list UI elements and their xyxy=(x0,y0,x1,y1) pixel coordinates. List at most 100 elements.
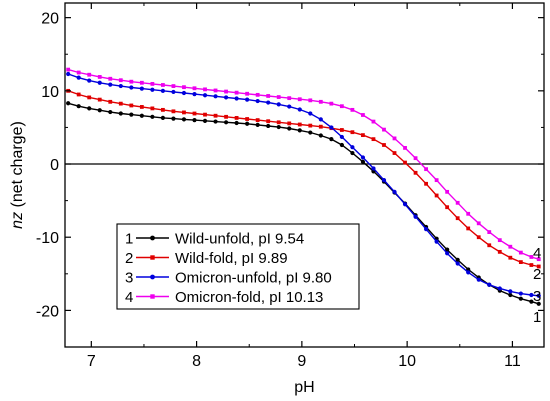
series-2-point xyxy=(403,160,407,165)
series-4-point xyxy=(413,156,418,161)
series-1-point xyxy=(129,112,134,117)
series-3-end-label: 3 xyxy=(533,288,541,305)
series-2-point xyxy=(371,137,376,142)
series-3-point xyxy=(487,282,492,287)
series-1-point xyxy=(360,159,366,164)
series-1-point xyxy=(297,128,302,133)
series-4-point xyxy=(66,67,71,72)
series-2-point xyxy=(497,249,502,254)
series-4-point xyxy=(536,257,541,262)
series-1-point xyxy=(529,299,534,304)
series-3-point xyxy=(434,239,439,244)
series-4-point xyxy=(297,97,302,102)
series-1-point xyxy=(150,114,155,119)
series-3-point xyxy=(255,98,260,104)
series-4-point xyxy=(108,76,113,81)
series-2 xyxy=(66,88,541,269)
series-1-point xyxy=(171,116,176,121)
series-2-point xyxy=(276,120,281,125)
series-3-point xyxy=(245,97,250,102)
series-1-point xyxy=(308,130,313,135)
series-4-point xyxy=(171,84,176,88)
series-4-end-label: 4 xyxy=(533,245,541,262)
series-2-point xyxy=(339,128,344,132)
series-1-point xyxy=(97,108,102,113)
y-tick-label: 10 xyxy=(41,84,59,101)
series-4-point xyxy=(455,200,460,205)
series-4-point xyxy=(182,85,186,90)
series-4-point xyxy=(529,255,534,259)
series-4-point xyxy=(213,88,218,93)
series-3-point xyxy=(118,83,123,89)
series-3-point xyxy=(76,75,81,80)
series-2-point xyxy=(529,263,534,267)
series-4-point xyxy=(497,238,502,243)
series-2-point xyxy=(445,205,450,210)
series-2-point xyxy=(192,111,197,116)
series-2-point xyxy=(171,109,176,114)
series-3-point xyxy=(160,88,166,93)
series-1-point xyxy=(234,120,239,126)
series-1-point xyxy=(213,119,218,124)
series-3-point xyxy=(508,289,513,294)
series-3-point xyxy=(339,134,344,140)
series-2-point xyxy=(466,226,471,231)
series-2-point xyxy=(318,124,323,129)
series-2-point xyxy=(203,112,207,117)
series-4-point xyxy=(87,72,92,77)
series-1-point xyxy=(287,126,292,131)
series-4-point xyxy=(371,119,376,124)
series-4-point xyxy=(245,91,250,96)
series-3-point xyxy=(329,125,334,130)
series-1-point xyxy=(160,115,166,121)
series-3-point xyxy=(202,93,208,98)
series-2-line xyxy=(67,90,539,268)
series-3-point xyxy=(476,277,481,282)
series-2-point xyxy=(297,122,302,127)
legend-swatch-marker xyxy=(150,294,155,299)
series-1-point xyxy=(329,137,334,142)
series-4-point xyxy=(276,95,281,99)
series-3-point xyxy=(171,89,176,95)
legend-number: 4 xyxy=(125,289,133,306)
series-4-point xyxy=(424,167,428,172)
series-2-point xyxy=(287,121,292,126)
legend-swatch-marker xyxy=(150,235,155,241)
series-2-point xyxy=(255,118,260,123)
y-axis-title-symbol: nz xyxy=(9,212,26,229)
series-3-point xyxy=(392,189,397,194)
series-2-point xyxy=(76,92,81,97)
series-3-point xyxy=(266,100,271,105)
series-4-point xyxy=(329,101,334,106)
x-axis-title: pH xyxy=(294,379,314,396)
series-1-point xyxy=(455,257,460,263)
legend-entry-label: Omicron-unfold, pI 9.80 xyxy=(175,270,332,287)
series-4-point xyxy=(392,136,397,141)
series-2-point xyxy=(97,97,102,102)
series-4-point xyxy=(76,70,81,75)
series-1-point xyxy=(518,296,523,301)
series-3-point xyxy=(97,80,102,85)
series-4-point xyxy=(118,78,123,83)
series-4-point xyxy=(97,75,102,79)
series-3-point xyxy=(350,145,355,150)
series-4-point xyxy=(255,92,260,97)
series-1-end-label: 1 xyxy=(533,309,541,326)
legend-swatch-marker xyxy=(150,274,155,280)
legend-number: 1 xyxy=(125,231,133,248)
y-tick-label: -20 xyxy=(36,303,59,320)
series-1-point xyxy=(245,121,250,126)
series-3-point xyxy=(223,95,229,100)
series-1-point xyxy=(181,117,187,122)
series-1-point xyxy=(139,113,144,118)
series-3-point xyxy=(536,293,541,298)
series-4-point xyxy=(203,87,207,92)
series-4-point xyxy=(266,94,271,98)
series-4 xyxy=(66,67,541,262)
plot-frame xyxy=(64,2,545,348)
series-2-point xyxy=(382,143,386,147)
legend-entry-label: Omicron-fold, pI 10.13 xyxy=(175,289,323,306)
series-3-point xyxy=(66,71,71,77)
series-layer xyxy=(66,67,541,306)
